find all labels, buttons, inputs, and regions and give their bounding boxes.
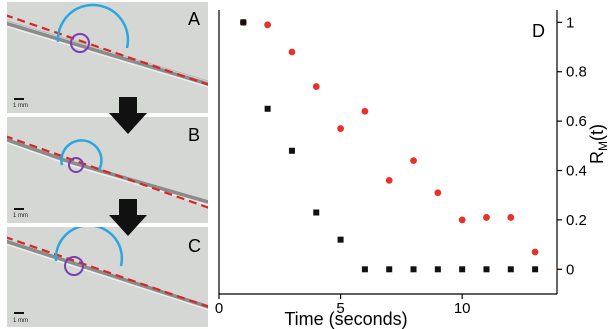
- y-tick-label: 0: [566, 261, 574, 278]
- black-square-point: [337, 236, 344, 243]
- panel-label-d: D: [532, 21, 545, 41]
- x-axis-ticks: 0 5 10: [215, 294, 471, 317]
- y-axis-ticks: 0 0.2 0.4 0.6 0.8 1: [557, 14, 587, 278]
- black-square-point: [459, 266, 466, 273]
- black-square-point: [410, 266, 417, 273]
- black-square-point: [240, 19, 247, 26]
- contact-circle: [68, 157, 84, 173]
- micrograph-panel-b: 1 mm B: [7, 117, 208, 223]
- x-tick-label: 10: [454, 300, 471, 317]
- y-tick-label: 0.6: [566, 113, 587, 130]
- scale-bar-label: 1 mm: [13, 213, 28, 219]
- red-circle-point: [312, 83, 320, 90]
- down-arrow-icon: [109, 199, 147, 236]
- chart-rm-vs-time: D 0 5 10 0 0.2 0.4 0.6 0.8 1 Time (seconds) RM(…: [215, 10, 610, 329]
- red-circle-point: [507, 214, 515, 221]
- black-square-point: [264, 105, 271, 112]
- chart-marks: [239, 18, 557, 273]
- x-tick-label: 5: [336, 300, 344, 317]
- panel-label-b: B: [188, 125, 200, 145]
- y-axis-title-main: R: [587, 151, 607, 164]
- red-circle-point: [434, 189, 442, 197]
- scale-bar-label: 1 mm: [13, 103, 28, 109]
- x-axis-title: Time (seconds): [284, 309, 407, 329]
- black-square-point: [532, 266, 539, 273]
- y-axis-title-suffix: (t): [587, 124, 607, 141]
- y-tick-label: 0.4: [566, 163, 587, 180]
- chart-axes: [218, 10, 558, 295]
- scale-bar-label: 1 mm: [13, 318, 28, 324]
- angle-arc: [54, 227, 124, 267]
- y-tick-label: 0.8: [566, 64, 587, 81]
- y-tick-label: 1: [566, 14, 574, 31]
- red-circle-point: [483, 214, 490, 221]
- angle-arc: [60, 139, 103, 171]
- y-axis-title: RM(t): [587, 124, 610, 164]
- contact-circle: [70, 33, 90, 53]
- red-circle-point: [385, 177, 393, 184]
- y-axis-title-sub: M: [596, 141, 610, 151]
- red-circle-point: [337, 125, 344, 132]
- micrograph-panel-c: 1 mm C: [7, 227, 208, 327]
- red-circle-point: [531, 248, 539, 256]
- panel-label-a: A: [188, 9, 200, 29]
- reference-dashed-line: [7, 236, 208, 308]
- micrograph-panel-a: 1 mm A: [7, 2, 208, 113]
- red-circle-point: [288, 48, 296, 56]
- red-circle-point: [556, 266, 557, 272]
- black-square-point: [507, 266, 514, 273]
- y-tick-label: 0.2: [566, 212, 587, 229]
- reference-dashed-line: [7, 135, 208, 209]
- black-square-point: [386, 266, 393, 273]
- down-arrow-icon: [109, 97, 147, 134]
- panel-label-c: C: [188, 236, 201, 256]
- black-square-point: [361, 266, 368, 273]
- red-circle-point: [264, 21, 272, 29]
- red-circle-point: [410, 157, 417, 165]
- x-tick-label: 0: [215, 300, 223, 317]
- angle-arc: [56, 3, 130, 49]
- black-square-point: [434, 266, 441, 273]
- micrograph-background: [7, 117, 208, 223]
- micrograph-background: [7, 2, 208, 113]
- black-square-point: [483, 266, 490, 273]
- red-circle-point: [361, 107, 369, 115]
- black-square-point: [288, 147, 295, 154]
- reference-dashed-line: [7, 14, 208, 86]
- black-square-point: [313, 209, 320, 216]
- red-circle-point: [458, 216, 466, 224]
- contact-circle: [64, 256, 84, 276]
